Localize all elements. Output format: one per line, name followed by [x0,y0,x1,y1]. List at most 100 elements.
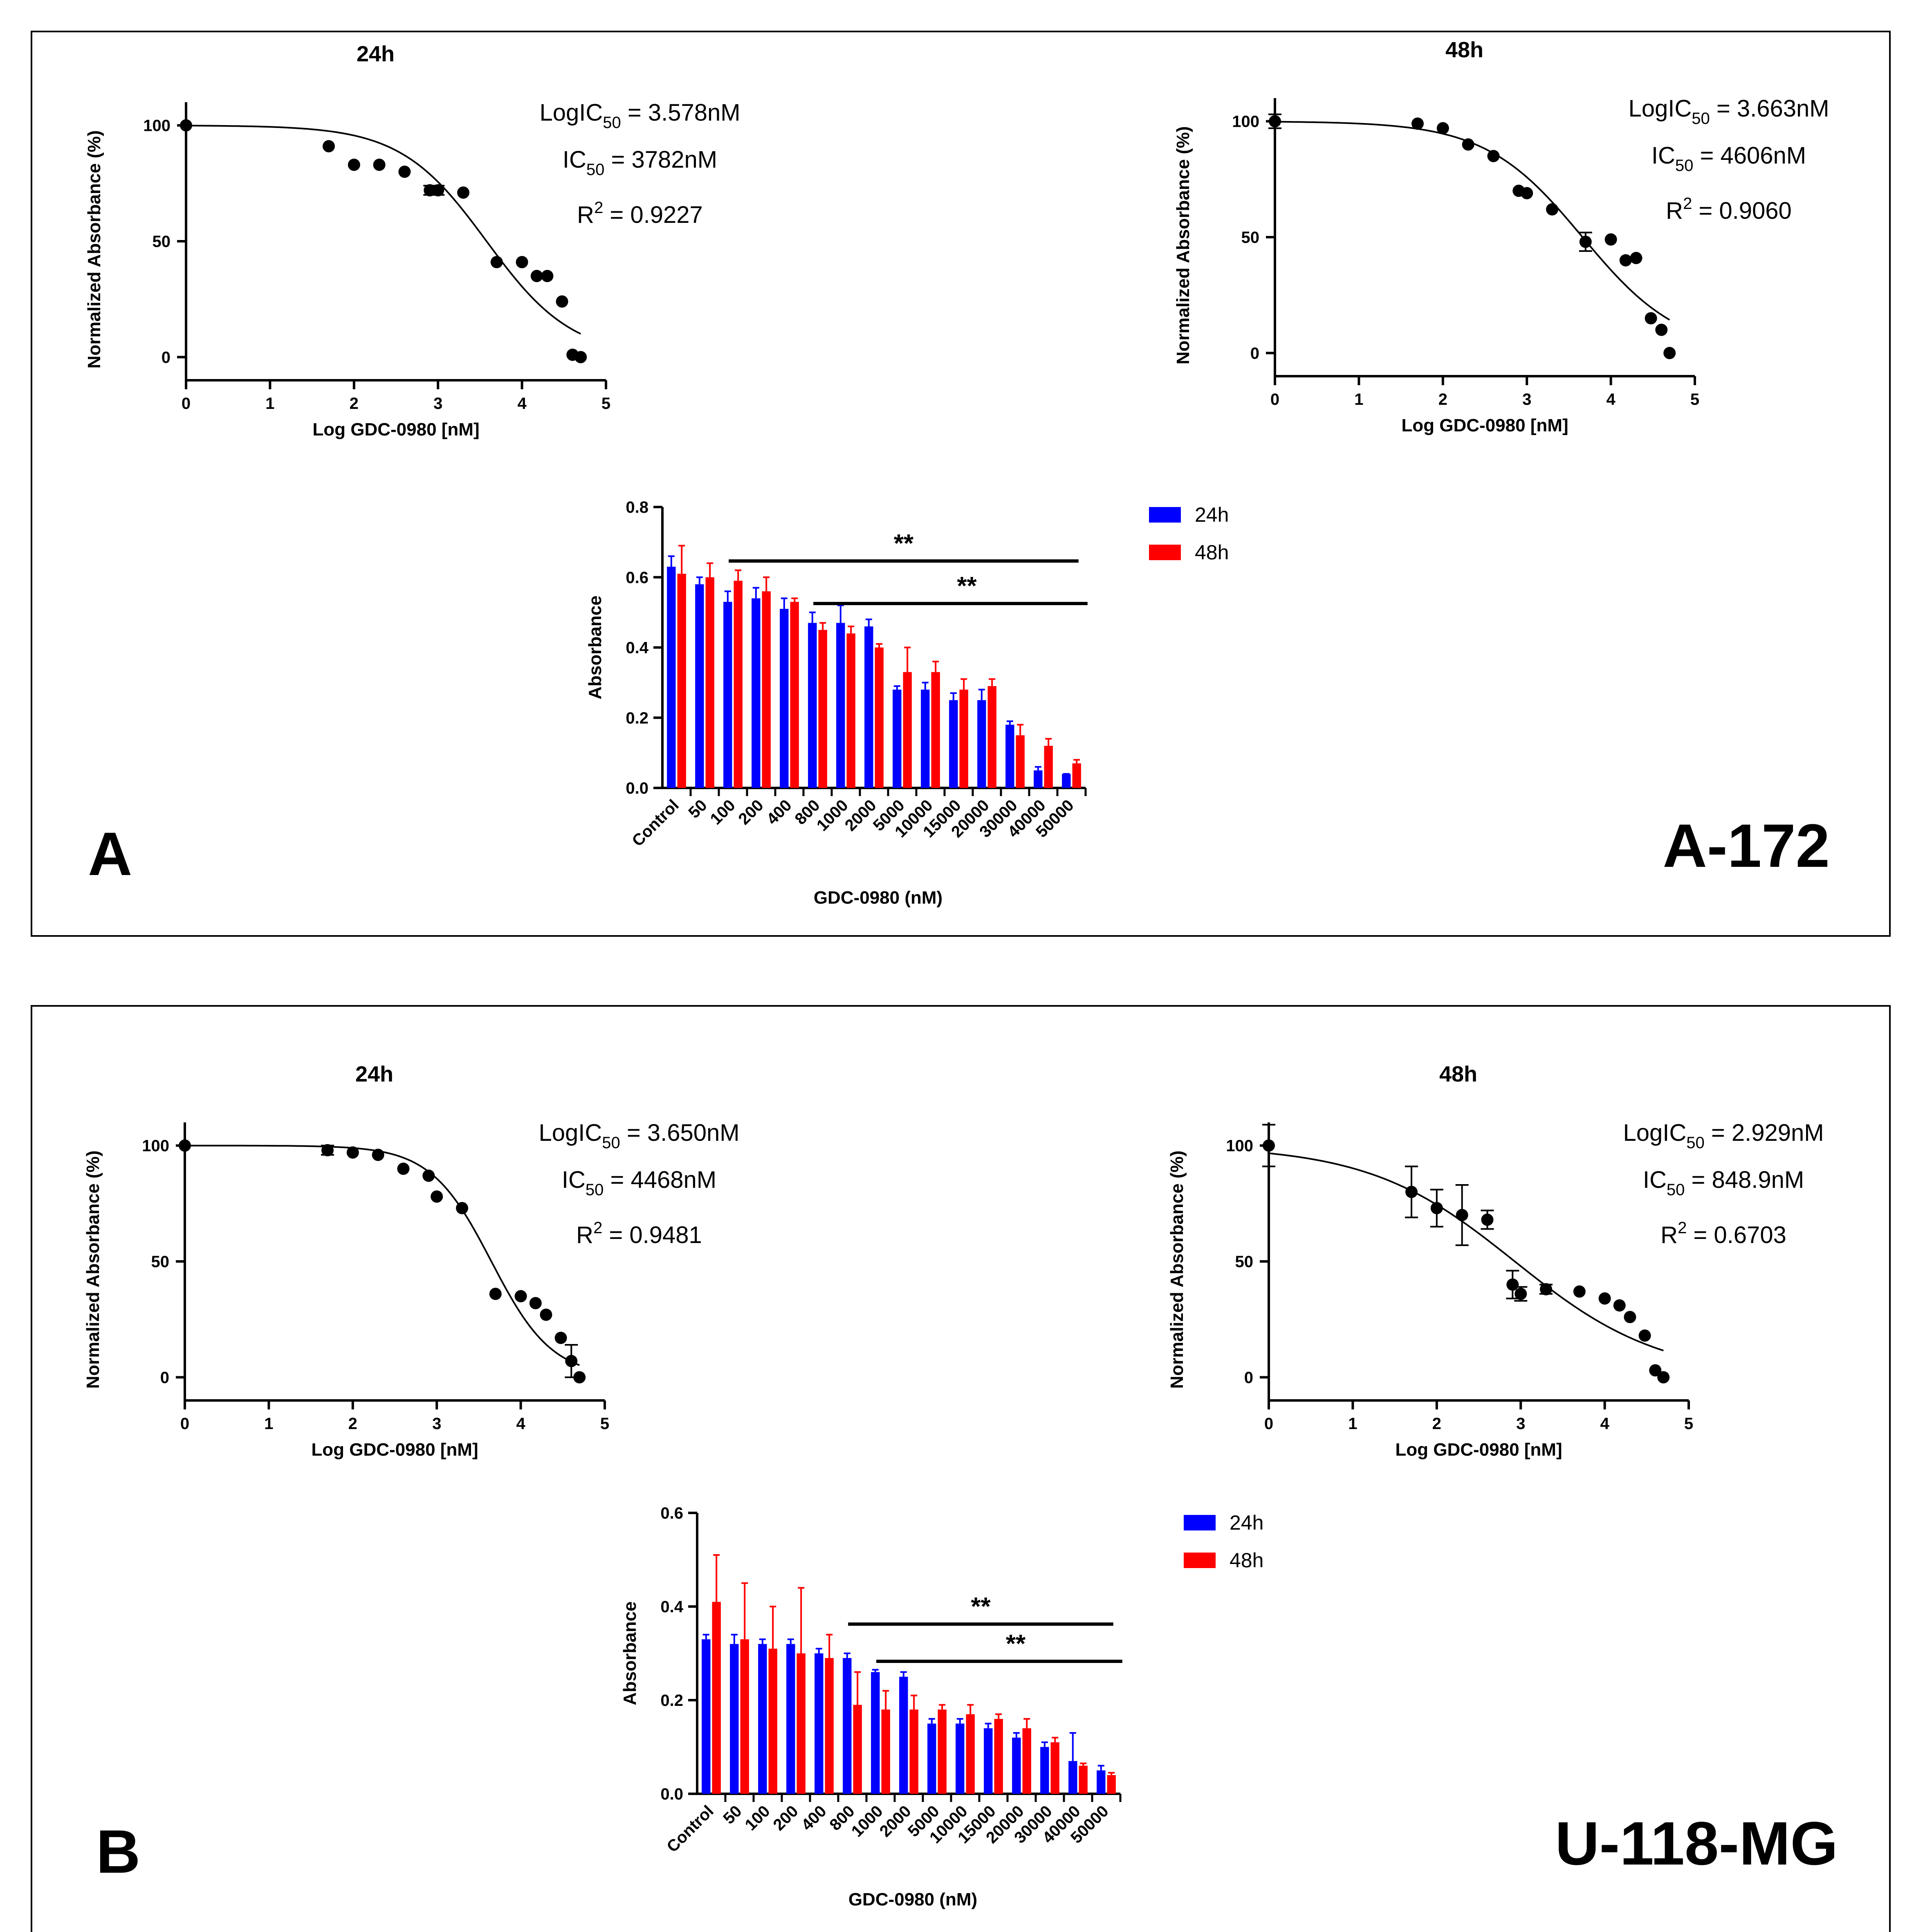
bar-24h [977,700,986,788]
data-point [398,166,411,178]
data-point [1613,1299,1626,1312]
data-point [1638,1329,1651,1342]
bar-48h [734,581,743,788]
annotation-prefix: R [1660,1222,1678,1248]
y-axis-label: Absorbance [585,595,605,699]
y-tick-label: 0.4 [660,1598,683,1616]
bar-24h [723,601,732,788]
data-point [422,1169,435,1182]
y-tick-label: 0.0 [660,1785,683,1803]
annotation-subscript: 50 [1675,157,1694,175]
bar-48h [762,591,771,788]
panel-a-frame [31,31,1891,937]
data-point [432,184,444,197]
logic50-annotation: LogIC50 = 3.578nM [539,99,740,132]
panel-a-letter: A [88,819,132,888]
annotation-prefix: IC [562,1167,586,1193]
y-tick-label: 100 [1226,1137,1253,1155]
annotation-value: = 3782nM [604,146,717,173]
x-tick-label: 3 [1522,390,1531,408]
annotation-prefix: IC [563,146,586,173]
bar-24h [871,1672,880,1794]
bar-48h [875,647,884,788]
annotation-superscript: 2 [1683,195,1692,213]
bar-24h [927,1723,936,1794]
bar-48h [712,1602,721,1794]
bar-24h [1097,1770,1106,1794]
bar-24h [899,1676,908,1794]
x-tick-label: 0 [1264,1415,1273,1433]
data-point [457,186,470,199]
legend-swatch-48h [1184,1553,1216,1568]
data-point [1645,312,1657,325]
bar-24h [864,626,873,788]
y-tick-label: 50 [1235,1253,1254,1271]
data-point [1630,252,1643,264]
panel-a-cell-line: A-172 [1663,811,1830,880]
annotation-prefix: LogIC [539,99,603,126]
annotation-value: = 0.9481 [602,1222,702,1248]
y-axis-label: Normalized Absorbance (%) [84,130,104,369]
data-point [1598,1292,1611,1305]
data-point [348,159,360,171]
x-tick-label: 5 [1684,1415,1693,1433]
x-tick-label: 4 [516,1415,525,1433]
y-axis-label: Normalized Absorbance (%) [1173,126,1193,365]
annotation-value: = 2.929nM [1705,1120,1824,1146]
bar-48h [966,1714,975,1794]
x-tick-label: 2 [348,1415,357,1433]
x-category-label: 100 [707,796,739,828]
bar-24h [1068,1761,1077,1794]
bar-48h [959,689,968,788]
annotation-prefix: LogIC [1628,95,1692,122]
bar-48h [825,1658,834,1794]
data-point [1411,117,1424,130]
y-tick-label: 0.6 [660,1504,683,1522]
bar-24h [808,623,817,788]
x-category-label: 200 [770,1802,802,1834]
y-tick-label: 0 [1244,1369,1253,1387]
bar-48h [909,1709,918,1794]
ic50-annotation: IC50 = 848.9nM [1643,1167,1804,1199]
data-point [346,1146,359,1159]
bar-24h [667,566,676,788]
r2-annotation: R2 = 0.9227 [577,199,703,228]
data-point [321,1144,334,1156]
x-tick-label: 5 [601,395,610,413]
y-axis-label: Absorbance [620,1601,640,1705]
x-axis-label: Log GDC-0980 [nM] [312,420,479,440]
bar-48h [846,633,855,788]
bar-24h [893,689,902,788]
r2-annotation: R2 = 0.9481 [576,1219,702,1248]
bar-24h [1012,1737,1021,1794]
data-point [1540,1283,1553,1295]
bar-48h [1016,735,1025,788]
bar-48h [1022,1728,1031,1794]
legend-label: 24h [1195,503,1229,526]
x-tick-label: 0 [1270,390,1279,408]
x-tick-label: 4 [1600,1415,1609,1433]
data-point [541,270,554,282]
logic50-annotation: LogIC50 = 2.929nM [1623,1120,1824,1152]
y-tick-label: 0.6 [626,569,648,587]
data-point [1263,1139,1275,1152]
bar-48h [797,1653,806,1794]
data-point [1515,1288,1527,1300]
legend-label: 24h [1230,1511,1263,1534]
x-category-label: 400 [798,1802,830,1834]
annotation-value: = 0.6703 [1687,1222,1786,1248]
data-point [373,159,386,171]
bar-48h [818,630,827,788]
x-tick-label: 5 [1690,390,1699,408]
x-axis-label: Log GDC-0980 [nM] [1395,1440,1562,1460]
data-point [397,1162,410,1175]
data-point [1624,1311,1636,1323]
annotation-value: = 3.663nM [1710,95,1829,122]
data-point [1655,323,1668,336]
annotation-prefix: LogIC [1623,1120,1686,1146]
data-point [565,1355,578,1367]
x-category-label: 2000 [876,1802,915,1840]
